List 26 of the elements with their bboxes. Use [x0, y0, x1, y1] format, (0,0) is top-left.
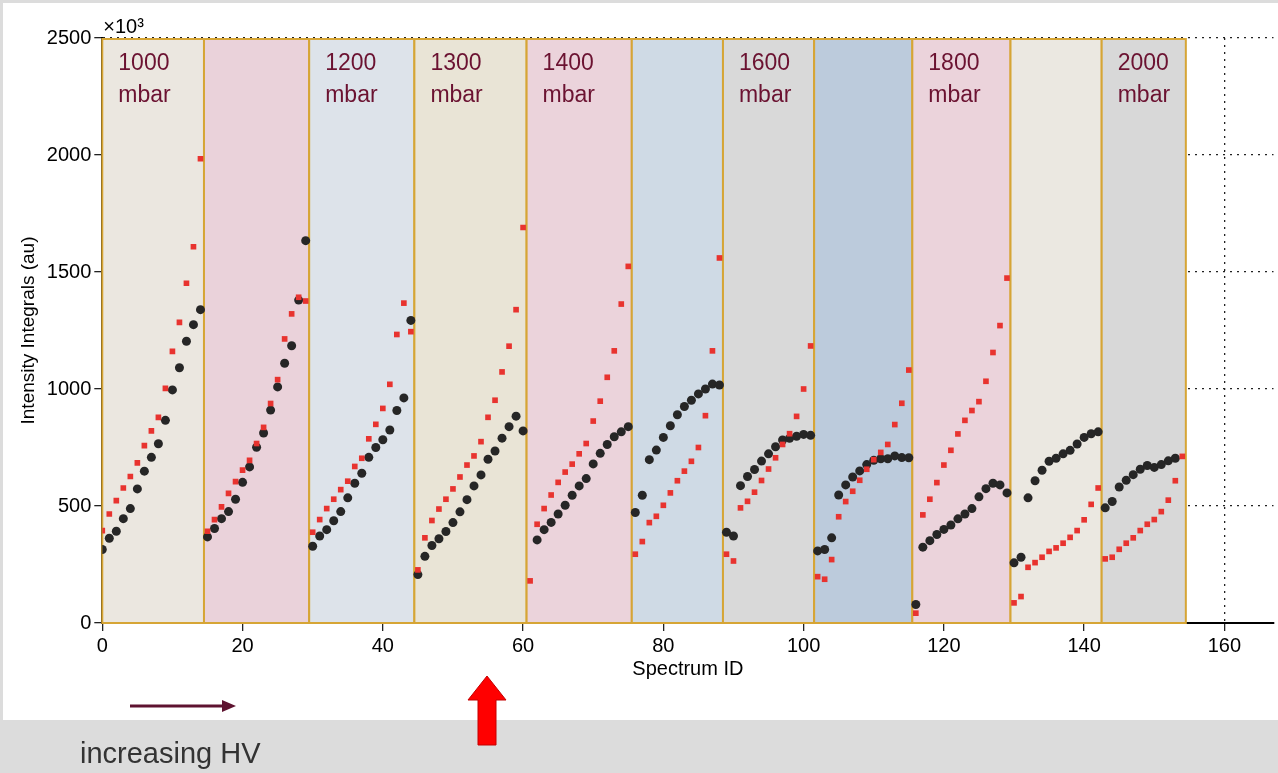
x-tick-label: 120 [927, 633, 961, 656]
text: ×10³ [103, 14, 145, 37]
x-tick-label: 0 [96, 633, 108, 656]
band-label: 1800 mbar [928, 48, 982, 107]
text: increasing HV [80, 737, 261, 770]
x-tick-label: 100 [786, 633, 821, 656]
y-tick-label: 500 [57, 493, 92, 516]
x-tick-label: 80 [652, 633, 675, 656]
band-label: 1000 mbar [118, 48, 172, 107]
y-tick-label: 1000 [46, 376, 92, 399]
band-label: 2000 mbar [1117, 48, 1171, 107]
y-axis-title: Intensity Integrals (au) [16, 236, 38, 425]
x-tick-label: 160 [1207, 633, 1242, 656]
band-label: 1200 mbar [325, 48, 378, 107]
y-tick-label: 1500 [46, 259, 92, 282]
band-label: 1300 mbar [430, 48, 484, 107]
y-tick-label: 2500 [46, 25, 92, 48]
band-label: 1400 mbar [542, 48, 596, 107]
y-tick-label: 0 [80, 610, 92, 633]
y-tick-label: 2000 [46, 142, 92, 165]
band-label: 1600 mbar [738, 48, 792, 107]
x-axis-title: Spectrum ID [632, 656, 744, 679]
x-tick-label: 20 [231, 633, 254, 656]
x-tick-label: 140 [1067, 633, 1101, 656]
x-tick-label: 60 [511, 633, 535, 656]
x-tick-label: 40 [371, 633, 394, 656]
